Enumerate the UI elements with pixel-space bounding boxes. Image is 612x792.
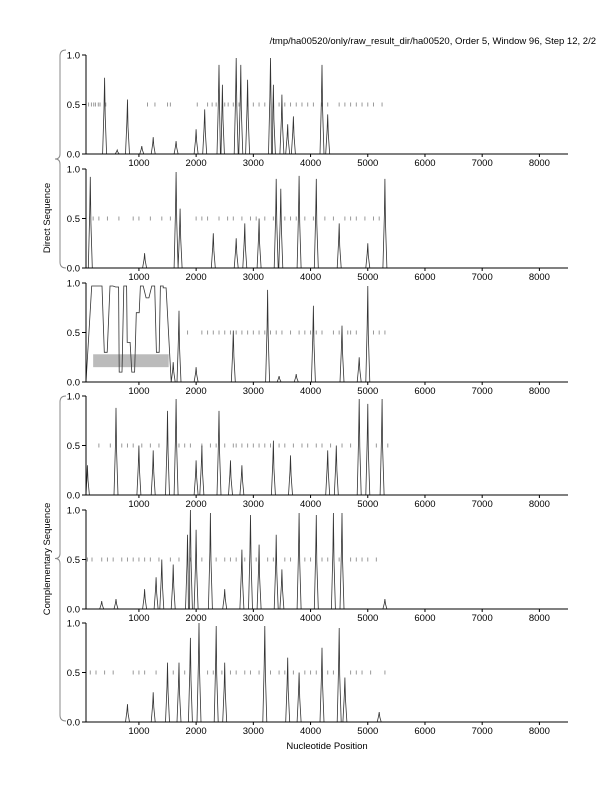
x-tick-label: 6000 bbox=[414, 386, 435, 397]
score-line bbox=[86, 57, 568, 155]
x-tick-label: 5000 bbox=[357, 158, 378, 169]
x-tick-label: 7000 bbox=[472, 726, 493, 737]
x-tick-label: 6000 bbox=[414, 613, 435, 624]
y-tick-label: 0.0 bbox=[67, 264, 80, 275]
x-axis-label: Nucleotide Position bbox=[286, 741, 367, 752]
x-tick-label: 6000 bbox=[414, 726, 435, 737]
x-tick-label: 3000 bbox=[243, 272, 264, 283]
x-tick-label: 1000 bbox=[128, 499, 149, 510]
score-line bbox=[86, 171, 568, 269]
x-tick-label: 7000 bbox=[472, 499, 493, 510]
x-tick-label: 2000 bbox=[186, 386, 207, 397]
y-tick-label: 0.5 bbox=[67, 441, 80, 452]
panel-6: 0.0 0.5 1.0 1000 2000 3000 4000 5000 6000 7000 800… bbox=[67, 619, 568, 737]
y-tick-label: 1.0 bbox=[67, 279, 80, 290]
x-tick-label: 2000 bbox=[186, 726, 207, 737]
x-tick-label: 5000 bbox=[357, 499, 378, 510]
x-tick-label: 7000 bbox=[472, 613, 493, 624]
x-tick-label: 1000 bbox=[128, 158, 149, 169]
x-tick-label: 4000 bbox=[300, 386, 321, 397]
x-tick-label: 8000 bbox=[529, 613, 550, 624]
x-tick-label: 2000 bbox=[186, 272, 207, 283]
y-tick-label: 1.0 bbox=[67, 51, 80, 62]
group-labels: Direct Sequence Complementary Sequence bbox=[42, 183, 53, 615]
score-line bbox=[85, 285, 568, 383]
x-tick-label: 2000 bbox=[186, 613, 207, 624]
x-tick-label: 6000 bbox=[414, 499, 435, 510]
y-tick-label: 1.0 bbox=[67, 506, 80, 517]
y-tick-label: 1.0 bbox=[67, 619, 80, 630]
x-tick-label: 5000 bbox=[357, 386, 378, 397]
chart-title: /tmp/ha00520/only/raw_result_dir/ha00520… bbox=[270, 36, 596, 47]
x-tick-label: 5000 bbox=[357, 272, 378, 283]
x-tick-label: 7000 bbox=[472, 272, 493, 283]
group-brace bbox=[54, 395, 67, 722]
y-tick-label: 0.5 bbox=[67, 100, 80, 111]
x-tick-label: 4000 bbox=[300, 272, 321, 283]
x-tick-label: 2000 bbox=[186, 158, 207, 169]
score-line bbox=[86, 622, 568, 723]
score-line bbox=[85, 398, 568, 496]
x-tick-label: 3000 bbox=[243, 386, 264, 397]
y-tick-label: 0.0 bbox=[67, 150, 80, 161]
x-tick-label: 7000 bbox=[472, 386, 493, 397]
y-tick-label: 0.0 bbox=[67, 605, 80, 616]
x-tick-label: 2000 bbox=[186, 499, 207, 510]
panel-2: 0.0 0.5 1.0 1000 2000 3000 4000 5000 6000 7000 800… bbox=[67, 165, 568, 283]
x-tick-label: 3000 bbox=[243, 158, 264, 169]
group-label-direct: Direct Sequence bbox=[42, 183, 53, 253]
group-label-complementary: Complementary Sequence bbox=[42, 503, 53, 615]
y-tick-label: 0.0 bbox=[67, 718, 80, 729]
y-tick-label: 1.0 bbox=[67, 165, 80, 176]
panel-3: 0.0 0.5 1.0 1000 2000 3000 4000 5000 6000 7000 800… bbox=[67, 279, 568, 397]
x-tick-label: 6000 bbox=[414, 158, 435, 169]
x-tick-label: 5000 bbox=[357, 726, 378, 737]
x-tick-label: 3000 bbox=[243, 613, 264, 624]
y-tick-label: 0.0 bbox=[67, 491, 80, 502]
y-tick-label: 0.5 bbox=[67, 555, 80, 566]
x-tick-label: 4000 bbox=[300, 499, 321, 510]
panel-4: 0.0 0.5 1.0 1000 2000 3000 4000 5000 6000 7000 800… bbox=[67, 392, 568, 510]
x-tick-label: 8000 bbox=[529, 386, 550, 397]
x-tick-label: 6000 bbox=[414, 272, 435, 283]
x-tick-label: 5000 bbox=[357, 613, 378, 624]
x-tick-label: 3000 bbox=[243, 499, 264, 510]
score-line bbox=[86, 509, 568, 610]
x-tick-label: 4000 bbox=[300, 158, 321, 169]
x-tick-label: 1000 bbox=[128, 726, 149, 737]
x-tick-label: 8000 bbox=[529, 272, 550, 283]
y-tick-label: 1.0 bbox=[67, 392, 80, 403]
group-braces bbox=[54, 49, 67, 722]
x-tick-label: 8000 bbox=[529, 158, 550, 169]
x-tick-label: 4000 bbox=[300, 726, 321, 737]
y-tick-label: 0.5 bbox=[67, 214, 80, 225]
x-tick-label: 8000 bbox=[529, 499, 550, 510]
x-tick-label: 7000 bbox=[472, 158, 493, 169]
panel-1: 0.0 0.5 1.0 1000 2000 3000 4000 5000 6000 7000 800… bbox=[67, 51, 568, 169]
panel-5: 0.0 0.5 1.0 1000 2000 3000 4000 5000 6000 7000 800… bbox=[67, 506, 568, 624]
y-tick-label: 0.0 bbox=[67, 378, 80, 389]
x-tick-label: 4000 bbox=[300, 613, 321, 624]
group-brace bbox=[54, 49, 67, 269]
x-tick-label: 3000 bbox=[243, 726, 264, 737]
x-tick-label: 1000 bbox=[128, 272, 149, 283]
y-tick-label: 0.5 bbox=[67, 668, 80, 679]
x-tick-label: 1000 bbox=[128, 613, 149, 624]
x-tick-label: 1000 bbox=[128, 386, 149, 397]
x-tick-label: 8000 bbox=[529, 726, 550, 737]
y-tick-label: 0.5 bbox=[67, 328, 80, 339]
